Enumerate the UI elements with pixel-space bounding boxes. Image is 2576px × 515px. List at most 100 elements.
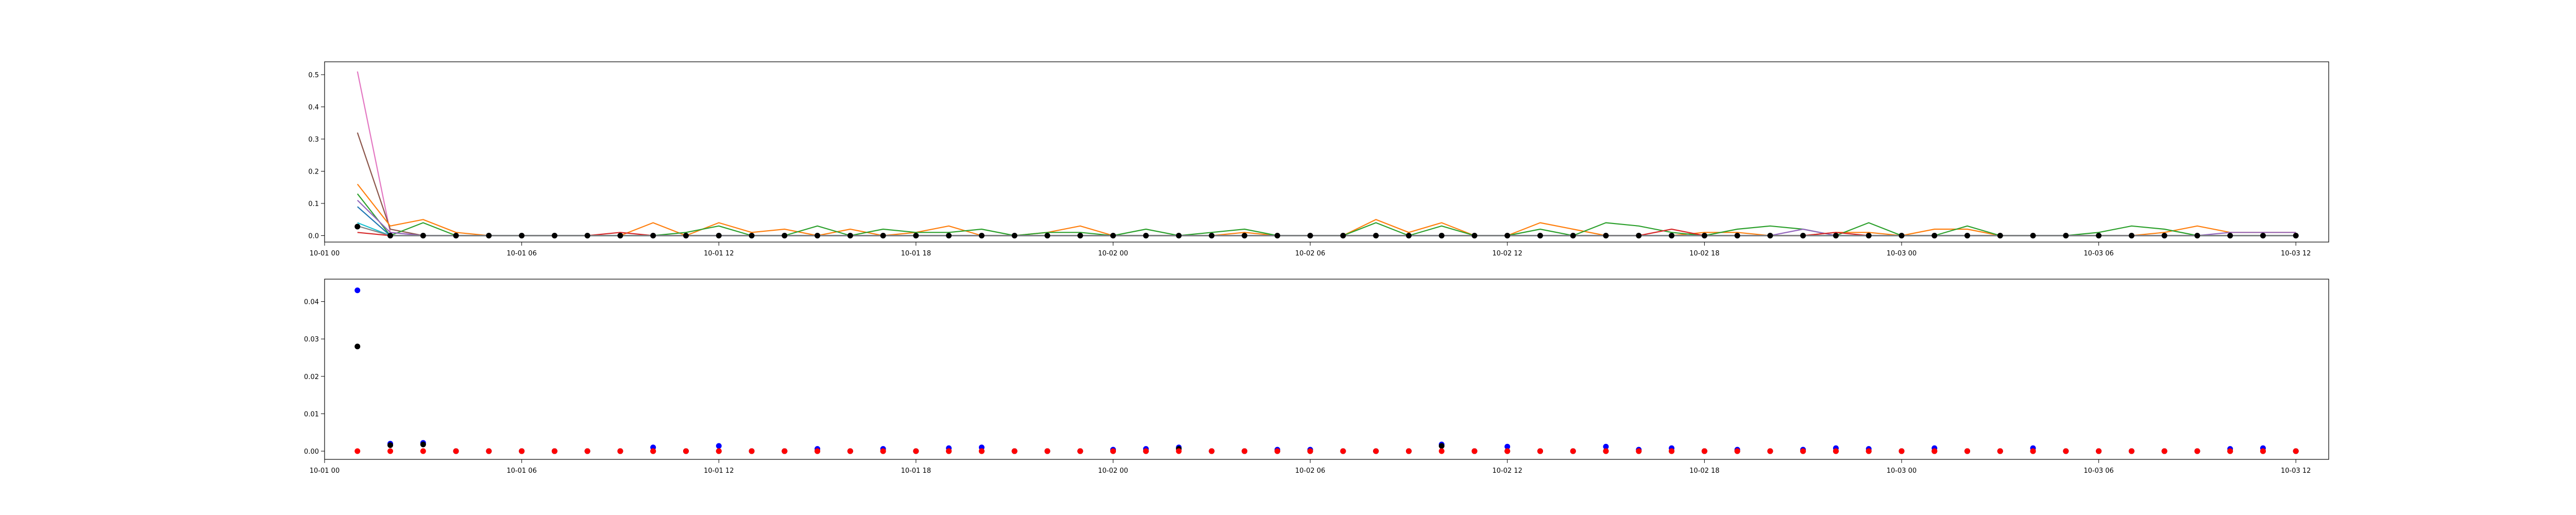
bottom-chart-data-point — [1997, 448, 2003, 454]
top-chart-data-point — [2063, 233, 2069, 238]
top-chart-data-point — [1701, 233, 1707, 238]
bottom-chart-data-point — [1373, 448, 1379, 454]
bottom-chart-data-point — [2030, 448, 2036, 454]
top-chart-data-point — [1044, 233, 1050, 238]
top-chart-data-point — [749, 233, 755, 238]
top-chart-data-point — [486, 233, 492, 238]
top-chart-data-point — [1669, 233, 1675, 238]
top-chart-y-tick-label: 0.0 — [308, 233, 319, 241]
top-chart-data-point — [2260, 233, 2266, 238]
top-chart-data-point — [2194, 233, 2200, 238]
top-chart-y-tick-label: 0.2 — [308, 168, 319, 176]
top-chart-data-point — [1176, 233, 1182, 238]
bottom-chart-data-point — [1899, 448, 1905, 454]
bottom-chart-y-tick-label: 0.03 — [304, 336, 319, 344]
top-chart-data-point — [1537, 233, 1544, 238]
bottom-chart-data-point — [1143, 448, 1149, 454]
top-chart-data-point — [1899, 233, 1905, 238]
top-chart-x-tick-label: 10-03 06 — [2083, 250, 2113, 258]
bottom-chart-x-tick-label: 10-02 12 — [1493, 467, 1522, 475]
top-chart-data-point — [1438, 233, 1445, 238]
bottom-chart-data-point — [1438, 443, 1445, 449]
bottom-chart-data-point — [1603, 443, 1609, 450]
bottom-chart-data-point — [354, 287, 361, 294]
bottom-chart-data-point — [2128, 448, 2134, 454]
bottom-chart-x-tick-label: 10-03 00 — [1887, 467, 1917, 475]
bottom-chart-data-point — [2260, 448, 2266, 454]
bottom-chart-data-point — [2293, 448, 2299, 454]
top-chart-data-point — [387, 233, 394, 238]
bottom-chart-data-point — [519, 448, 525, 454]
bottom-chart-data-point — [1274, 448, 1280, 454]
bottom-chart-data-point — [1471, 448, 1478, 454]
bottom-chart-data-point — [650, 448, 656, 454]
bottom-chart-y-tick-label: 0.01 — [304, 410, 319, 418]
top-chart-y-axis: 0.0 0.1 0.2 0.3 0.4 0.5 — [308, 72, 325, 241]
bottom-chart-data-point — [1504, 443, 1511, 450]
bottom-chart-marks — [354, 287, 2299, 454]
bottom-chart-data-point — [815, 448, 821, 454]
bottom-chart-data-point — [2096, 448, 2102, 454]
top-chart-data-point — [1340, 233, 1346, 238]
bottom-chart-data-point — [913, 448, 919, 454]
top-chart-data-point — [946, 233, 952, 238]
top-chart-data-point — [847, 233, 853, 238]
bottom-chart-data-point — [1209, 448, 1215, 454]
top-chart-data-point — [617, 233, 623, 238]
bottom-chart-data-point — [1537, 448, 1544, 454]
bottom-chart-data-point — [946, 448, 952, 454]
top-chart-data-point — [1964, 233, 1971, 238]
bottom-chart-data-point — [1833, 448, 1839, 454]
top-chart-data-point — [1307, 233, 1313, 238]
bottom-chart-x-tick-label: 10-01 00 — [310, 467, 340, 475]
top-chart-x-axis: 10-01 00 10-01 06 10-01 12 10-01 18 10-02 00… — [310, 242, 2311, 258]
bottom-chart-data-point — [1701, 448, 1707, 454]
bottom-chart-data-point — [683, 448, 689, 454]
bottom-chart-data-point — [2161, 448, 2167, 454]
top-chart-data-point — [2128, 233, 2134, 238]
top-chart-data-point — [650, 233, 656, 238]
bottom-chart-x-tick-label: 10-02 06 — [1295, 467, 1325, 475]
top-chart-data-point — [1274, 233, 1280, 238]
top-chart-y-tick-label: 0.4 — [308, 104, 319, 112]
bottom-chart-x-tick-label: 10-02 18 — [1689, 467, 1719, 475]
top-chart-data-point — [519, 233, 525, 238]
bottom-chart-data-point — [1504, 448, 1511, 454]
top-chart-data-point — [1242, 233, 1248, 238]
top-chart-data-point — [683, 233, 689, 238]
top-chart-data-point — [782, 233, 788, 238]
bottom-chart-data-point — [1636, 448, 1642, 454]
bottom-chart-data-point — [1110, 448, 1116, 454]
bottom-chart-data-point — [716, 443, 722, 449]
bottom-chart-data-point — [354, 344, 361, 350]
top-chart-data-point — [913, 233, 919, 238]
top-chart-marks — [354, 71, 2299, 238]
bottom-chart-data-point — [1242, 448, 1248, 454]
bottom-chart-data-point — [749, 448, 755, 454]
bottom-chart-y-tick-label: 0.02 — [304, 373, 319, 381]
top-chart-x-tick-label: 10-03 12 — [2281, 250, 2311, 258]
top-chart-x-tick-label: 10-01 00 — [310, 250, 340, 258]
bottom-chart-data-point — [782, 448, 788, 454]
bottom-chart-frame — [324, 279, 2329, 460]
top-chart-data-point — [1997, 233, 2003, 238]
bottom-chart-y-axis: 0.00 0.01 0.02 0.03 0.04 — [304, 299, 325, 456]
top-chart-data-point — [2161, 233, 2167, 238]
bottom-chart-x-tick-label: 10-01 06 — [506, 467, 536, 475]
bottom-chart-data-point — [354, 448, 361, 454]
top-chart-data-point — [978, 233, 985, 238]
bottom-chart-x-tick-label: 10-03 12 — [2281, 467, 2311, 475]
top-chart-data-point — [1931, 233, 1938, 238]
bottom-chart-y-tick-label: 0.00 — [304, 448, 319, 456]
bottom-chart-x-tick-label: 10-01 18 — [901, 467, 931, 475]
bottom-chart-data-point — [2194, 448, 2200, 454]
bottom-chart-data-point — [617, 448, 623, 454]
bottom-chart-y-tick-label: 0.04 — [304, 299, 319, 306]
top-chart-data-point — [551, 233, 557, 238]
bottom-chart-data-point — [880, 448, 886, 454]
top-chart-data-point — [815, 233, 821, 238]
top-chart-y-tick-label: 0.1 — [308, 200, 319, 208]
top-chart-data-point — [354, 224, 361, 230]
bottom-chart-data-point — [2227, 448, 2233, 454]
